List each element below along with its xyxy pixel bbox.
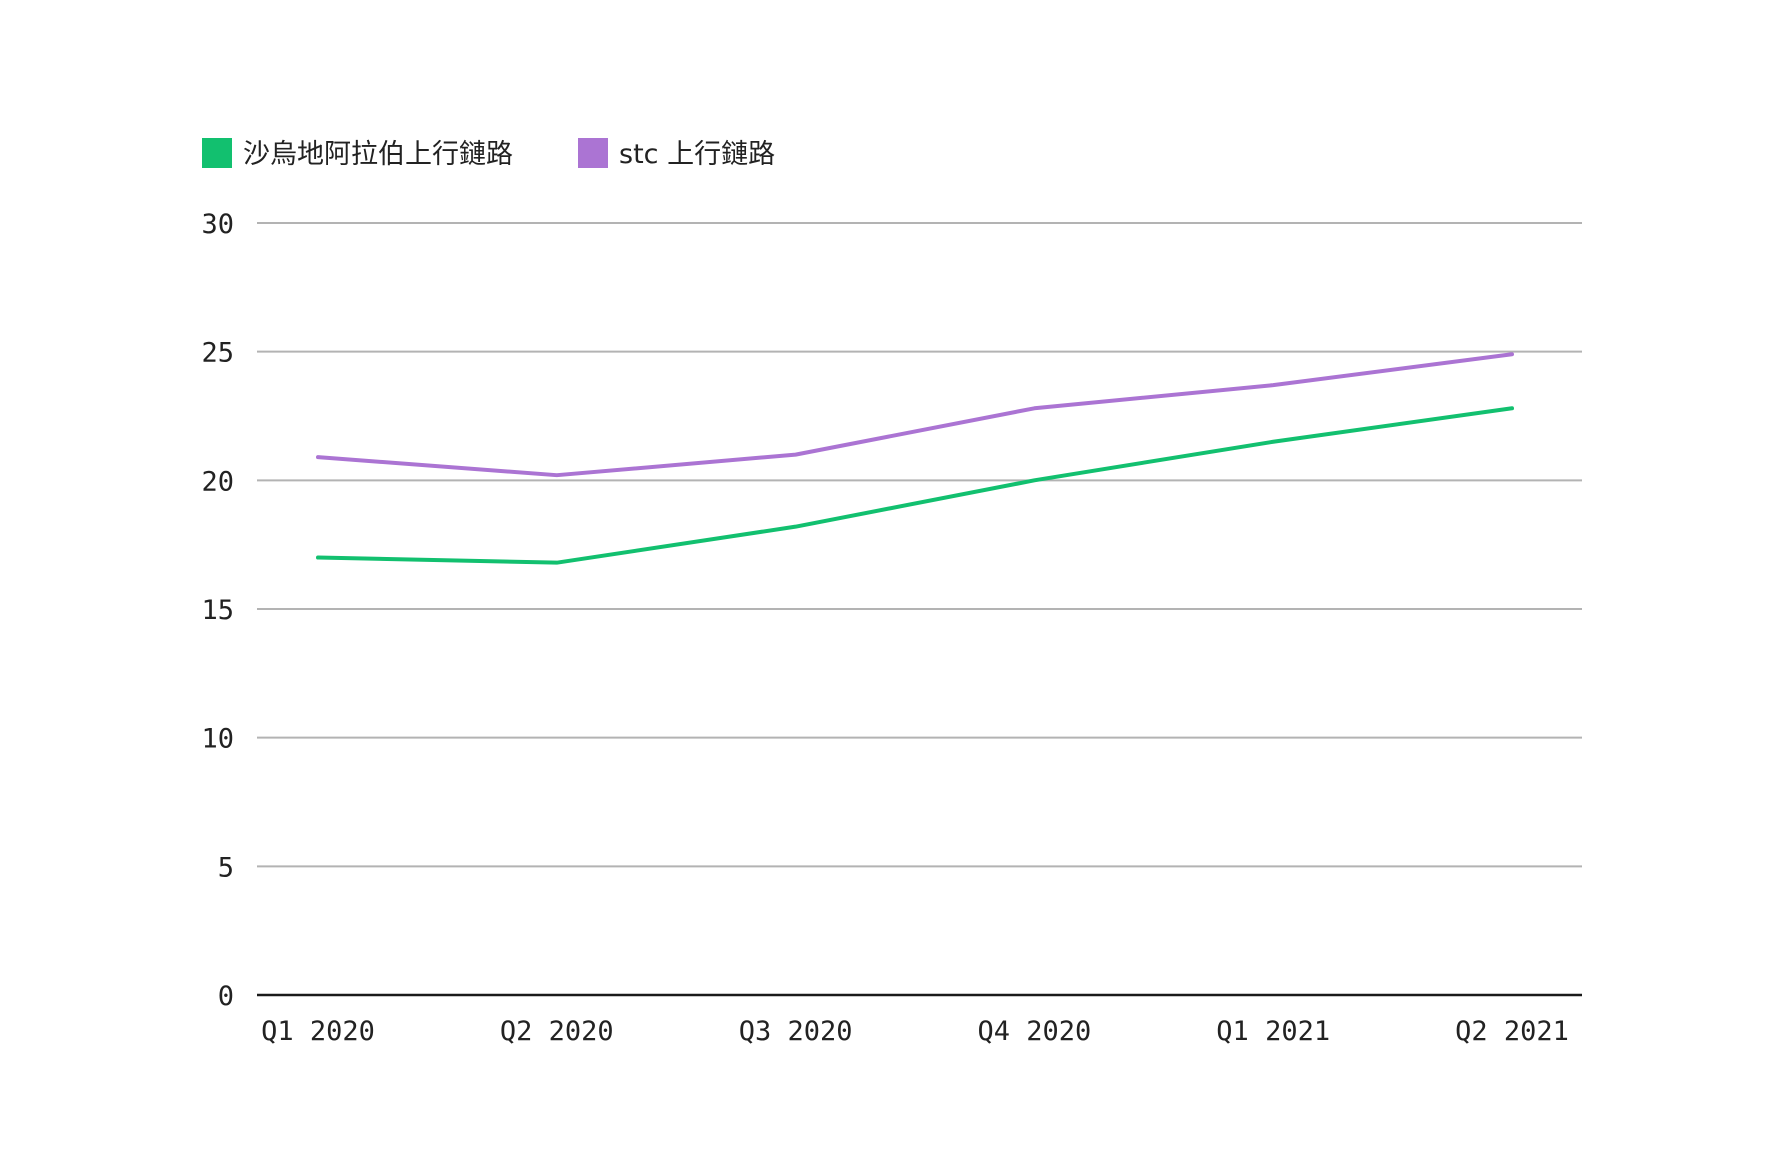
x-axis-ticks: Q1 2020 Q2 2020 Q3 2020 Q4 2020 Q1 2021 Q2 20… [261, 1016, 1569, 1047]
y-axis-ticks: 0 5 10 15 20 25 30 [201, 209, 234, 1012]
x-tick-label: Q4 2020 [978, 1016, 1092, 1047]
y-tick-label: 0 [218, 981, 234, 1012]
y-tick-label: 15 [201, 595, 234, 626]
y-tick-label: 25 [201, 338, 234, 369]
x-tick-label: Q1 2021 [1216, 1016, 1330, 1047]
y-tick-label: 30 [201, 209, 234, 240]
x-tick-label: Q3 2020 [739, 1016, 853, 1047]
legend-label: stc 上行鏈路 [619, 139, 775, 170]
series-line-0 [316, 406, 1514, 565]
legend-label: 沙烏地阿拉伯上行鏈路 [243, 139, 513, 170]
x-tick-label: Q1 2020 [261, 1016, 375, 1047]
series-group [316, 352, 1514, 565]
series-line-1 [316, 352, 1514, 478]
y-tick-label: 20 [201, 466, 234, 497]
grid-lines [257, 222, 1582, 997]
x-tick-label: Q2 2021 [1455, 1016, 1569, 1047]
legend: 沙烏地阿拉伯上行鏈路 stc 上行鏈路 [202, 138, 775, 170]
legend-swatch [202, 138, 232, 168]
y-tick-label: 10 [201, 724, 234, 755]
x-tick-label: Q2 2020 [500, 1016, 614, 1047]
legend-swatch [578, 138, 608, 168]
y-tick-label: 5 [218, 852, 234, 883]
